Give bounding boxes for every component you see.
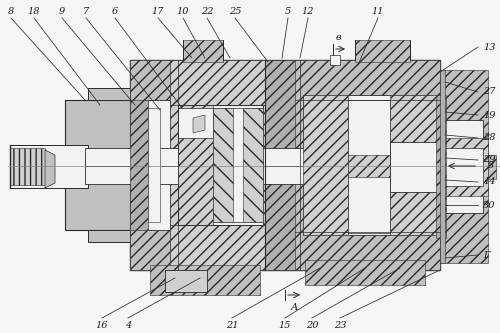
Bar xyxy=(303,95,433,235)
Bar xyxy=(178,105,213,225)
Bar xyxy=(65,100,130,230)
Bar xyxy=(445,148,483,186)
Bar xyxy=(355,40,410,62)
Text: А: А xyxy=(290,303,298,312)
Text: 17: 17 xyxy=(152,8,164,17)
Bar xyxy=(170,60,270,270)
Bar xyxy=(440,138,488,196)
Bar xyxy=(303,95,348,235)
Text: 13: 13 xyxy=(483,43,496,52)
Text: 23: 23 xyxy=(334,320,346,329)
Bar xyxy=(436,95,446,238)
Bar xyxy=(178,108,213,138)
Text: 16: 16 xyxy=(96,320,108,329)
Text: 12: 12 xyxy=(302,8,314,17)
Bar xyxy=(445,120,483,213)
Bar xyxy=(178,105,263,225)
Text: 7: 7 xyxy=(83,8,89,17)
Bar xyxy=(183,40,223,62)
Text: Г: Г xyxy=(483,250,490,259)
Text: 21: 21 xyxy=(226,320,238,329)
Bar xyxy=(348,155,390,177)
Bar xyxy=(10,145,88,188)
Bar xyxy=(348,173,390,233)
Text: 27: 27 xyxy=(483,88,496,97)
Polygon shape xyxy=(193,115,205,133)
Text: 29: 29 xyxy=(483,156,496,165)
Text: 19: 19 xyxy=(483,111,496,120)
Polygon shape xyxy=(45,150,55,188)
Bar xyxy=(440,70,445,263)
Bar xyxy=(243,108,263,222)
Bar xyxy=(150,265,260,295)
Text: 15: 15 xyxy=(279,320,291,329)
Text: 18: 18 xyxy=(28,8,40,17)
Bar xyxy=(85,148,445,166)
Bar xyxy=(440,70,488,263)
Bar xyxy=(390,95,440,235)
Bar xyxy=(165,270,207,292)
Text: 14: 14 xyxy=(483,177,496,186)
Bar xyxy=(305,260,425,285)
Bar xyxy=(130,100,148,230)
Bar xyxy=(88,88,130,100)
Text: 4: 4 xyxy=(125,320,131,329)
Text: 6: 6 xyxy=(112,8,118,17)
Text: в: в xyxy=(335,34,341,43)
Text: 20: 20 xyxy=(306,320,318,329)
Bar xyxy=(330,55,340,65)
Bar xyxy=(295,60,440,270)
Bar xyxy=(130,60,170,270)
Text: 22: 22 xyxy=(201,8,213,17)
Text: 28: 28 xyxy=(483,134,496,143)
Text: 8: 8 xyxy=(488,161,494,169)
Bar xyxy=(265,60,300,270)
Text: 11: 11 xyxy=(372,8,384,17)
Text: 30: 30 xyxy=(483,200,496,209)
Text: 9: 9 xyxy=(59,8,65,17)
Bar xyxy=(85,166,445,184)
Bar xyxy=(488,155,496,179)
Bar xyxy=(213,108,263,222)
Bar xyxy=(88,230,130,242)
Bar xyxy=(390,142,445,192)
Text: 10: 10 xyxy=(177,8,189,17)
Text: 5: 5 xyxy=(285,8,291,17)
Bar xyxy=(130,60,440,270)
Bar xyxy=(10,148,45,185)
Bar xyxy=(213,108,233,222)
Bar xyxy=(348,100,390,160)
Text: 25: 25 xyxy=(229,8,241,17)
Bar xyxy=(148,108,160,222)
Bar xyxy=(145,100,170,230)
Text: 8: 8 xyxy=(8,8,14,17)
